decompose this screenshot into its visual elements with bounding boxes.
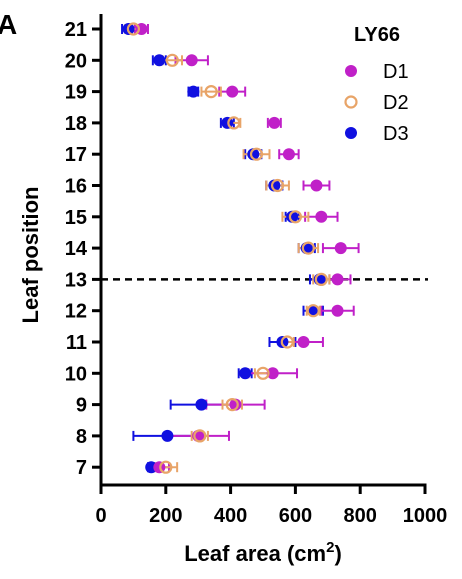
data-point-d2 <box>227 116 241 130</box>
legend-label-d3: D3 <box>383 123 409 145</box>
y-tick-label: 11 <box>66 332 87 354</box>
legend-marker-d2 <box>344 95 358 109</box>
data-point-d1 <box>315 210 328 223</box>
y-tick-label: 15 <box>65 207 87 229</box>
data-point-d1 <box>268 116 281 129</box>
y-axis-label: Leaf position <box>18 187 43 324</box>
data-point-d2 <box>204 84 218 99</box>
data-point-d1 <box>226 85 239 98</box>
y-tick-label: 21 <box>65 19 87 41</box>
data-point-d3 <box>187 85 200 98</box>
data-point-d3 <box>268 179 281 192</box>
legend-label-d1: D1 <box>383 61 409 83</box>
data-point-d2 <box>314 272 328 286</box>
x-tick-label: 0 <box>95 505 106 527</box>
y-tick-label: 9 <box>76 395 87 417</box>
panel-label: A <box>0 9 17 40</box>
data-point-d2 <box>301 241 315 255</box>
x-tick-label: 800 <box>344 505 377 527</box>
y-tick-label: 19 <box>65 82 87 104</box>
y-tick-label: 16 <box>65 176 87 198</box>
legend-marker-d3 <box>345 127 357 139</box>
data-point-d2 <box>159 460 173 474</box>
data-point-d3 <box>247 148 260 161</box>
legend-marker-d1 <box>345 65 357 77</box>
data-point-d1 <box>331 273 344 286</box>
data-point-d2 <box>280 335 294 349</box>
y-tick-label: 20 <box>65 50 87 72</box>
y-tick-label: 12 <box>65 301 87 323</box>
data-point-d1 <box>331 304 344 317</box>
y-tick-label: 7 <box>76 457 87 479</box>
y-tick-label: 14 <box>65 238 88 260</box>
data-point-d3 <box>161 429 174 442</box>
y-tick-label: 18 <box>65 113 87 135</box>
x-tick-label: 600 <box>279 505 312 527</box>
data-point-d2 <box>270 178 285 193</box>
data-point-d1 <box>310 179 323 192</box>
x-axis-label: Leaf area (cm2) <box>184 539 342 566</box>
plot-area: 0 200 400 600 800 1000 21 20 19 18 17 16 15 14 13 12 11 1… <box>65 14 448 527</box>
data-point-d2 <box>225 398 239 412</box>
y-tick-label: 17 <box>65 144 87 166</box>
data-point-d2 <box>249 147 264 161</box>
x-tick-label: 1000 <box>403 505 448 527</box>
data-point-d1 <box>185 54 198 67</box>
data-point-d2 <box>165 53 179 67</box>
legend-label-d2: D2 <box>383 92 409 114</box>
data-point-d1 <box>297 336 310 348</box>
data-point-d3 <box>239 367 252 380</box>
y-tick-label: 10 <box>65 363 87 385</box>
data-point-d2 <box>256 366 270 380</box>
data-point-d2 <box>193 429 207 443</box>
data-point-d3 <box>307 304 320 317</box>
data-point-d1 <box>334 242 347 255</box>
data-point-d1 <box>266 367 279 380</box>
data-point-d2 <box>306 304 320 318</box>
data-point-d2 <box>126 22 140 36</box>
x-tick-label: 200 <box>149 505 182 527</box>
y-tick-label: 13 <box>65 269 87 291</box>
y-tick-label: 8 <box>76 426 87 448</box>
data-point-d2 <box>288 210 302 224</box>
data-point-d3 <box>153 54 166 67</box>
data-point-d1 <box>229 398 242 411</box>
x-tick-label: 400 <box>214 505 247 527</box>
data-point-d3 <box>195 398 208 411</box>
legend-title: LY66 <box>354 24 400 46</box>
data-point-d1 <box>282 148 295 161</box>
data-point-d3 <box>286 210 299 223</box>
